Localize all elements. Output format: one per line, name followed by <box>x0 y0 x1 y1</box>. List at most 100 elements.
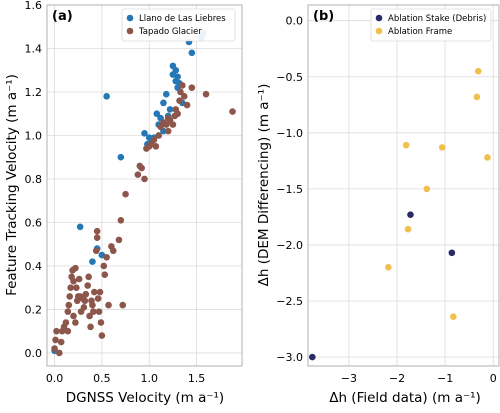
x-tick-label: 0.0 <box>46 372 64 385</box>
data-point-tapado <box>169 121 177 128</box>
data-point-tapado <box>65 301 73 309</box>
data-point-frame <box>484 154 491 161</box>
data-point-tapado <box>97 319 105 326</box>
data-point-frame <box>473 93 481 101</box>
data-point-frame <box>438 144 446 151</box>
data-point-tapado <box>141 175 148 183</box>
data-point-tapado <box>93 234 101 241</box>
data-point-tapado <box>62 319 70 326</box>
data-point-tapado <box>85 273 92 281</box>
data-point-llano <box>174 73 181 81</box>
data-point-tapado <box>57 338 65 346</box>
data-point-tapado <box>66 293 74 300</box>
panel-b-x-ticks: −3 −2 −1 0 <box>341 372 497 385</box>
data-point-tapado <box>138 164 145 172</box>
x-tick-label: −3 <box>341 372 357 385</box>
data-point-llano <box>153 110 161 118</box>
data-point-tapado <box>98 332 106 339</box>
x-tick-label: 0.5 <box>93 372 111 385</box>
panel-a-legend: Llano de Las Liebres Tapado Glacier <box>121 8 236 42</box>
x-tick-label: 0 <box>490 372 497 385</box>
panel-a: 0.0 0.5 1.0 1.5 0.0 0.2 0.4 0.6 0.8 1.0 1.2 1.4 1.6… <box>4 0 243 406</box>
y-tick-label: −3.0 <box>276 351 303 364</box>
data-point-tapado <box>179 82 186 89</box>
y-tick-label: 0.2 <box>25 303 43 316</box>
data-point-tapado <box>86 312 93 320</box>
data-point-tapado <box>93 227 101 235</box>
data-point-frame <box>404 225 412 233</box>
x-tick-label: −2 <box>389 372 405 385</box>
data-point-tapado <box>105 301 112 309</box>
data-point-llano <box>166 106 174 113</box>
data-point-tapado <box>183 101 191 109</box>
legend-label-frame: Ablation Frame <box>388 27 452 37</box>
y-tick-label: 0.8 <box>25 173 43 186</box>
y-tick-label: 1.0 <box>25 129 43 142</box>
y-tick-label: 1.2 <box>25 86 43 99</box>
x-tick-label: 1.5 <box>188 372 206 385</box>
data-point-tapado <box>52 336 59 344</box>
data-point-tapado <box>84 282 92 289</box>
data-point-tapado <box>73 284 80 292</box>
data-point-frame <box>385 264 392 271</box>
legend-label-debris: Ablation Stake (Debris) <box>388 14 486 24</box>
data-point-tapado <box>174 110 181 118</box>
data-point-tapado <box>177 88 184 96</box>
data-point-tapado <box>70 312 77 320</box>
data-point-frame <box>475 67 482 75</box>
data-point-tapado <box>155 132 162 139</box>
legend-label-tapado: Tapado Glacier <box>138 27 202 37</box>
panel-a-x-ticks: 0.0 0.5 1.0 1.5 <box>46 372 205 385</box>
data-point-tapado <box>164 127 172 135</box>
data-point-tapado <box>70 277 77 285</box>
data-point-frame <box>402 141 410 149</box>
data-point-tapado <box>180 93 188 100</box>
data-point-tapado <box>162 121 170 128</box>
data-point-tapado <box>91 288 98 296</box>
panel-a-frame <box>46 4 243 367</box>
data-point-frame <box>423 185 431 193</box>
panel-b-label: (b) <box>313 9 334 24</box>
legend-box <box>121 8 236 42</box>
data-point-tapado <box>202 90 210 98</box>
data-point-tapado <box>150 136 158 144</box>
data-point-tapado <box>82 290 90 298</box>
data-point-llano <box>162 90 170 98</box>
data-point-tapado <box>188 84 196 91</box>
data-point-tapado <box>64 327 72 335</box>
data-point-tapado <box>94 295 102 302</box>
data-point-tapado <box>90 308 97 315</box>
data-point-frame <box>449 313 457 320</box>
panel-b: −3 −2 −1 0 0.0−0.5−1.0−1.5−2.0−2.5−3.0 (b) … <box>256 4 500 406</box>
x-tick-label: −1 <box>437 372 453 385</box>
panel-a-grid <box>47 4 242 366</box>
data-point-debris <box>407 211 414 218</box>
y-tick-label: 1.6 <box>25 0 43 12</box>
data-point-tapado <box>75 275 83 283</box>
x-tick-label: 1.0 <box>140 372 158 385</box>
data-point-tapado <box>87 323 94 331</box>
legend-marker-debris <box>375 14 383 22</box>
data-point-tapado <box>134 171 142 178</box>
panel-b-points <box>309 67 491 361</box>
data-point-tapado <box>176 97 183 104</box>
data-point-tapado <box>81 297 89 305</box>
data-point-llano <box>141 130 148 137</box>
data-point-debris <box>309 353 316 361</box>
data-point-tapado <box>117 216 125 224</box>
panel-a-label: (a) <box>52 9 73 24</box>
data-point-llano <box>89 258 96 265</box>
data-point-tapado <box>95 308 103 315</box>
data-point-tapado <box>152 143 160 150</box>
panel-b-x-axis-label: Δh (Field data) (m a⁻¹) <box>329 390 481 406</box>
y-tick-label: −1.5 <box>276 183 303 196</box>
y-tick-label: −0.5 <box>276 71 303 84</box>
y-tick-label: 0.0 <box>25 347 43 360</box>
data-point-tapado <box>64 308 72 315</box>
data-point-llano <box>160 99 167 107</box>
data-point-tapado <box>96 288 104 296</box>
legend-label-llano: Llano de Las Liebres <box>139 14 226 24</box>
data-point-debris <box>448 249 456 257</box>
y-tick-label: 1.4 <box>25 42 43 55</box>
data-point-tapado <box>56 349 63 357</box>
